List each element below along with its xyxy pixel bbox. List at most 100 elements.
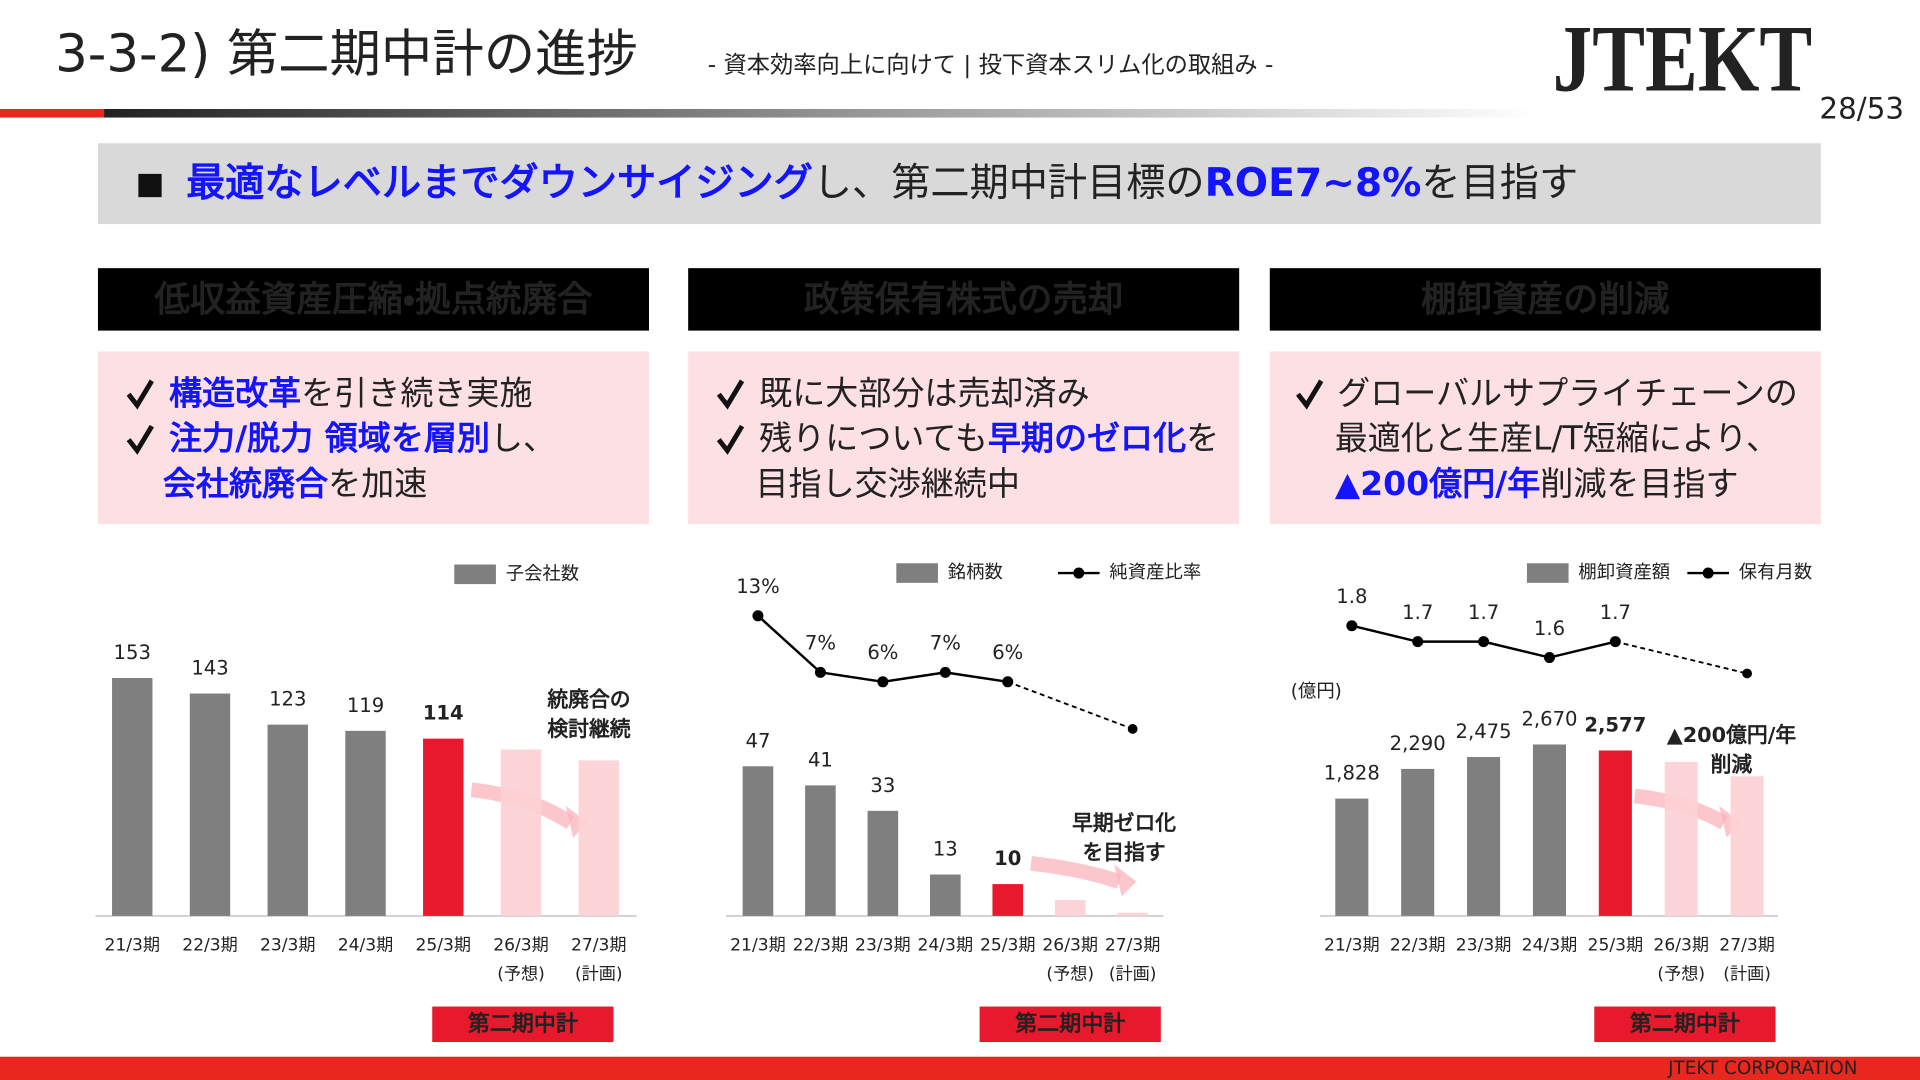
value-label: 10 — [994, 847, 1021, 870]
check-icon — [126, 379, 154, 410]
line-point — [877, 676, 889, 688]
forecast-bar — [578, 760, 619, 916]
value-label: 1.7 — [1402, 601, 1433, 624]
emphasis-text: 構造改革 — [169, 373, 301, 412]
panel-box — [688, 351, 1240, 525]
forecast-line — [1615, 640, 1748, 675]
header-rule-red — [0, 108, 105, 118]
panel-header — [1269, 268, 1821, 331]
bar — [1598, 750, 1632, 916]
forecast-bar — [1664, 761, 1698, 916]
bar — [867, 810, 899, 916]
page-number: 28/53 — [1819, 92, 1904, 126]
legend-label: 銘柄数 — [948, 562, 1003, 583]
rich-text: グローバルサプライチェーンの — [1337, 373, 1798, 412]
x-tick-sublabel: (予想) — [1046, 965, 1094, 985]
forecast-bar — [1117, 912, 1148, 916]
plan-box — [979, 1006, 1161, 1043]
check-icon — [716, 379, 745, 410]
footer-text: JTEKT CORPORATION — [1667, 1058, 1857, 1079]
x-tick-label: 27/3期 — [1719, 935, 1775, 955]
bar — [1335, 798, 1369, 916]
value-label: 123 — [269, 688, 306, 711]
value-label: 13% — [736, 575, 780, 598]
x-tick-label: 26/3期 — [493, 935, 549, 955]
emphasis-text: 最適なレベルまでダウンサイジング — [186, 160, 813, 205]
x-tick-label: 23/3期 — [260, 935, 316, 955]
rich-text: 会社統廃合を加速 — [163, 463, 427, 502]
value-label: 13 — [933, 838, 958, 861]
rich-text: 残りについても早期のゼロ化を — [759, 418, 1219, 457]
footer-bar — [0, 1056, 1920, 1080]
bar — [805, 785, 836, 916]
value-label: 1.7 — [1468, 601, 1499, 624]
x-tick-sublabel: (計画) — [1723, 965, 1771, 985]
legend-swatch — [1526, 563, 1569, 583]
legend-label: 保有月数 — [1739, 562, 1812, 583]
plain-text: を引き続き実施 — [301, 373, 532, 412]
plain-text: を加速 — [328, 463, 427, 502]
value-label: 2,475 — [1456, 720, 1512, 743]
x-tick-label: 21/3期 — [1324, 935, 1380, 955]
rich-text: 最適なレベルまでダウンサイジングし、第二期中計目標のROE7~8%を目指す — [186, 160, 1578, 205]
x-tick-label: 25/3期 — [1588, 935, 1644, 955]
forecast-bar — [500, 749, 542, 916]
plain-text: グローバルサプライチェーンの — [1337, 373, 1798, 412]
bar — [742, 766, 774, 916]
value-label: 153 — [114, 641, 151, 664]
subtitle: - 資本効率向上に向けて | 投下資本スリム化の取組み - — [708, 52, 1274, 79]
value-label: 2,290 — [1390, 732, 1446, 755]
annotation: 早期ゼロ化 — [1072, 811, 1176, 835]
x-tick-label: 21/3期 — [730, 935, 786, 955]
bar — [1401, 768, 1435, 916]
line-point — [814, 666, 826, 678]
annotation: 削減 — [1711, 752, 1753, 776]
forecast-point — [1742, 668, 1752, 679]
rich-text: 既に大部分は売却済み — [759, 373, 1089, 412]
rich-text: 注力/脱力 領域を層別し、 — [169, 418, 556, 457]
x-tick-sublabel: (計画) — [575, 965, 623, 985]
banner-bullet — [138, 173, 162, 198]
plain-text: し、 — [490, 418, 556, 457]
check-icon — [716, 424, 745, 455]
value-label: 1,828 — [1324, 762, 1380, 785]
forecast-bar — [1054, 900, 1086, 916]
value-label: 119 — [347, 694, 384, 717]
legend-dot — [1073, 567, 1085, 579]
x-tick-label: 27/3期 — [571, 935, 627, 955]
x-tick-label: 22/3期 — [1390, 935, 1446, 955]
x-tick-label: 24/3期 — [918, 935, 974, 955]
panel-heading: 政策保有株式の売却 — [804, 279, 1124, 320]
x-tick-label: 22/3期 — [182, 935, 238, 955]
line-point — [1478, 636, 1490, 648]
plain-text: 残りについても — [759, 418, 988, 457]
value-label: 114 — [423, 702, 464, 725]
value-label: 2,577 — [1584, 713, 1646, 736]
line-point — [752, 610, 764, 622]
unit-label: (億円) — [1291, 681, 1342, 702]
bar — [345, 730, 386, 916]
value-label: 2,670 — [1521, 708, 1577, 731]
check-icon — [126, 424, 154, 455]
title: 3-3-2) 第二期中計の進捗 — [55, 25, 638, 85]
header-rule — [104, 108, 1537, 118]
x-tick-sublabel: (計画) — [1109, 965, 1157, 985]
logo: JTEKT — [1553, 5, 1813, 111]
plain-text: 削減を目指す — [1540, 463, 1738, 502]
plain-text: 既に大部分は売却済み — [759, 373, 1089, 412]
value-label: 33 — [870, 774, 895, 797]
value-label: 1.8 — [1336, 585, 1367, 608]
trend-arrowhead — [1114, 864, 1137, 897]
legend-label: 子会社数 — [506, 563, 579, 584]
plain-text: し、第二期中計目標の — [813, 160, 1205, 205]
plan-label: 第二期中計 — [468, 1011, 578, 1037]
plain-text: 目指し交渉継続中 — [756, 463, 1020, 502]
x-tick-label: 24/3期 — [1522, 935, 1578, 955]
line-point — [1609, 636, 1621, 648]
x-tick-label: 27/3期 — [1105, 935, 1161, 955]
panel-heading: 棚卸資産の削減 — [1421, 279, 1670, 320]
value-label: 7% — [805, 632, 836, 655]
line-point — [1346, 620, 1358, 632]
emphasis-text: ROE7~8% — [1205, 160, 1422, 205]
